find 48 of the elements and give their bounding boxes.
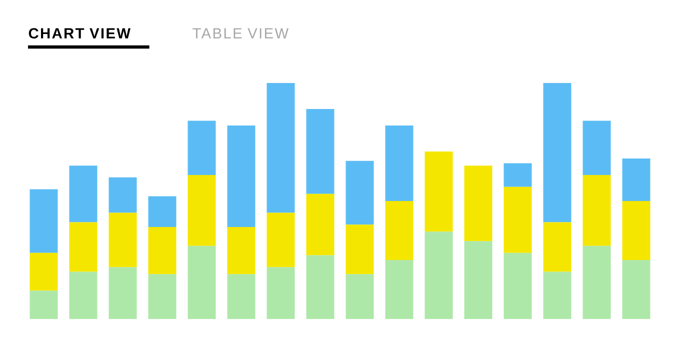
bar	[464, 166, 492, 242]
chart-title: CHART VIEW	[28, 28, 131, 39]
bar	[69, 272, 98, 319]
bar	[266, 267, 295, 319]
bar	[188, 120, 216, 176]
bar	[543, 82, 572, 222]
text: TABLE VIEW	[192, 28, 289, 38]
bar	[346, 224, 374, 274]
bar	[306, 108, 334, 194]
bar	[424, 151, 453, 232]
bar	[306, 194, 334, 256]
bar	[30, 290, 58, 319]
bar	[543, 272, 572, 319]
bar	[69, 222, 98, 272]
bar	[504, 186, 532, 253]
bar	[582, 120, 611, 176]
bar	[306, 255, 334, 319]
bar	[188, 246, 216, 319]
bar	[69, 166, 98, 222]
bar	[464, 241, 492, 319]
bar	[543, 222, 572, 272]
bar	[622, 260, 650, 319]
bar	[188, 175, 216, 246]
bar	[346, 274, 374, 319]
bar	[385, 125, 414, 201]
bar	[346, 160, 374, 225]
bar	[108, 212, 137, 268]
bar	[148, 196, 176, 227]
bar	[227, 274, 256, 319]
bar	[424, 232, 453, 319]
bar	[504, 252, 532, 319]
bar	[266, 82, 295, 213]
bar	[148, 226, 176, 274]
bar	[227, 125, 256, 227]
bar	[148, 274, 176, 319]
bar	[385, 260, 414, 319]
bar	[266, 212, 295, 268]
bar	[227, 226, 256, 274]
bar	[622, 158, 650, 201]
bar	[30, 252, 58, 291]
bar	[504, 163, 532, 187]
bar	[582, 246, 611, 319]
bar	[108, 267, 137, 319]
bar	[30, 189, 58, 253]
bar	[622, 201, 650, 260]
bar	[582, 175, 611, 246]
bar	[108, 177, 137, 213]
bar	[385, 201, 414, 260]
